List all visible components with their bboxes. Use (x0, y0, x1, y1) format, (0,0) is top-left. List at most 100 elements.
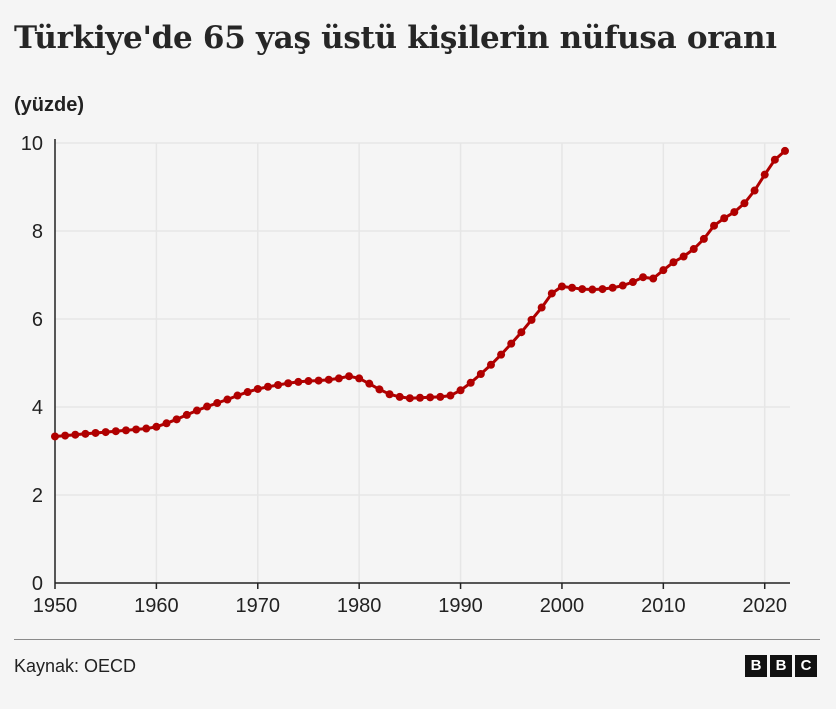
data-point (233, 391, 242, 400)
data-point (436, 392, 445, 401)
line-chart: 0 2 4 6 8 10 1950 1960 1970 1980 1990 2000 2010 2020 (21, 133, 790, 617)
data-point (81, 429, 90, 438)
logo-letter-b2: B (770, 655, 792, 677)
data-point (192, 406, 201, 415)
y-tick-label: 10 (21, 133, 43, 155)
data-point (568, 283, 577, 292)
data-point (750, 186, 759, 195)
data-point (355, 374, 364, 383)
unit-label: (yüzde) (14, 94, 84, 116)
axes (54, 139, 790, 589)
data-point (649, 274, 658, 283)
data-point (284, 379, 293, 388)
data-point (152, 422, 161, 431)
data-point (71, 430, 80, 439)
data-point (375, 385, 384, 394)
logo-letter-c: C (795, 655, 817, 677)
y-tick-label: 4 (32, 397, 43, 419)
data-point (111, 427, 120, 436)
data-point (669, 258, 678, 267)
data-point (142, 424, 151, 433)
data-point (416, 393, 424, 402)
data-point (101, 428, 110, 437)
data-point (263, 382, 272, 391)
data-point (132, 425, 141, 434)
logo-letter-b1: B (745, 655, 767, 677)
data-point (172, 415, 181, 424)
data-point (182, 410, 191, 419)
data-point (324, 375, 333, 384)
data-point (304, 377, 313, 386)
data-point (618, 281, 627, 290)
y-tick-label: 2 (32, 485, 43, 507)
x-tick-label: 2010 (641, 595, 686, 617)
data-point (760, 170, 769, 179)
data-point (598, 285, 607, 294)
data-point (345, 372, 354, 381)
chart-title: Türkiye'de 65 yaş üstü kişilerin nüfusa … (14, 20, 777, 56)
data-point (314, 376, 323, 385)
x-tick-label: 1960 (134, 595, 179, 617)
data-point (395, 392, 404, 401)
footer-divider (14, 639, 820, 640)
x-tick-label: 1980 (337, 595, 382, 617)
data-point (720, 214, 729, 223)
y-tick-label: 6 (32, 309, 43, 331)
data-point (659, 266, 668, 275)
data-point (608, 283, 617, 292)
grid-lines (55, 142, 790, 583)
data-point (710, 221, 719, 230)
data-point (213, 399, 222, 408)
data-series (51, 146, 789, 441)
data-point (730, 208, 739, 217)
data-point (243, 388, 252, 397)
data-point (588, 285, 597, 294)
data-point (689, 245, 698, 254)
source-note: Kaynak: OECD (14, 656, 137, 676)
data-point (517, 328, 526, 337)
data-point (253, 384, 262, 393)
x-tick-label: 1950 (33, 595, 78, 617)
data-point (61, 431, 70, 440)
data-point (203, 402, 212, 411)
data-point (456, 386, 465, 395)
data-point (497, 350, 506, 359)
data-point (507, 339, 516, 348)
data-point (557, 282, 566, 291)
tick-labels: 0 2 4 6 8 10 1950 1960 1970 1980 1990 2000 2010 2020 (21, 133, 787, 617)
data-point (334, 374, 343, 383)
data-point (486, 360, 495, 369)
series-line (54, 149, 786, 438)
data-point (740, 199, 749, 208)
data-point (781, 146, 789, 155)
data-point (91, 428, 100, 437)
data-point (162, 419, 171, 428)
x-tick-label: 1990 (438, 595, 483, 617)
y-tick-label: 8 (32, 221, 43, 243)
data-point (770, 155, 779, 164)
data-point (365, 379, 374, 388)
data-point (628, 278, 637, 287)
bbc-logo: B B C (745, 655, 817, 677)
x-tick-label: 2020 (742, 595, 787, 617)
data-point (294, 377, 303, 386)
data-point (527, 315, 536, 324)
data-point (699, 234, 708, 243)
data-point (274, 381, 283, 389)
data-point (426, 393, 435, 402)
data-point (578, 285, 587, 294)
data-point (466, 378, 475, 387)
data-point (51, 432, 59, 441)
data-point (639, 273, 648, 282)
data-point (537, 303, 546, 312)
data-point (476, 370, 485, 378)
data-point (121, 426, 130, 435)
x-tick-label: 2000 (540, 595, 585, 617)
data-point (679, 252, 688, 261)
data-point (446, 391, 455, 400)
data-point (385, 390, 394, 399)
data-point (547, 289, 556, 298)
data-point (405, 394, 414, 403)
data-point (223, 395, 232, 404)
y-tick-label: 0 (32, 573, 43, 595)
